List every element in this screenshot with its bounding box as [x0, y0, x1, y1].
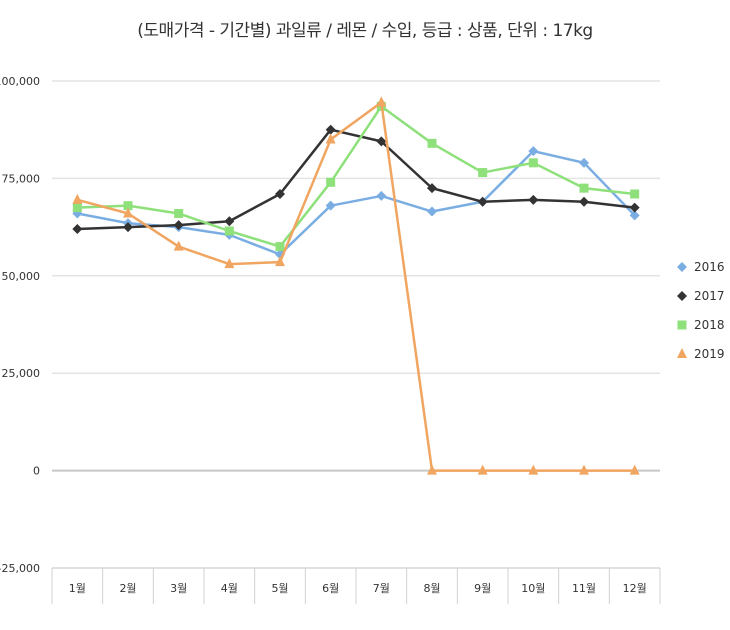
- legend-label: 2016: [694, 260, 725, 274]
- data-point: [629, 210, 640, 221]
- y-tick-label: 75,000: [2, 172, 41, 185]
- legend-label: 2018: [694, 318, 725, 332]
- x-tick-label: 6월: [322, 582, 339, 595]
- legend-item-2018: 2018: [677, 318, 725, 332]
- data-point: [427, 138, 437, 148]
- data-point: [427, 183, 437, 194]
- series-2019: [72, 96, 640, 475]
- x-tick-label: 5월: [271, 582, 288, 595]
- data-point: [224, 226, 234, 236]
- data-point: [478, 168, 488, 178]
- data-point: [275, 249, 285, 260]
- data-point: [528, 464, 539, 475]
- legend-item-2017: 2017: [677, 289, 725, 303]
- data-point: [376, 190, 387, 201]
- x-tick-label: 2월: [119, 582, 136, 595]
- data-point: [326, 177, 336, 187]
- data-point: [325, 133, 336, 144]
- data-point: [677, 291, 687, 301]
- data-point: [376, 136, 387, 147]
- data-point: [677, 320, 687, 330]
- series-2016: [72, 146, 640, 260]
- x-tick-label: 7월: [373, 582, 390, 595]
- x-tick-label: 12월: [623, 582, 647, 595]
- data-point: [579, 464, 589, 475]
- y-tick-label: 100,000: [0, 75, 40, 88]
- y-tick-label: 50,000: [2, 270, 41, 283]
- series-line: [77, 128, 635, 231]
- legend-item-2016: 2016: [677, 260, 725, 274]
- axes: 100,000 75,000 50,000 25,000 0 -25,000 1월 2월 3월 4…: [0, 75, 661, 604]
- y-tick-label: 0: [33, 465, 40, 478]
- data-point: [477, 464, 488, 475]
- data-point: [72, 203, 82, 213]
- data-point: [528, 194, 539, 205]
- x-tick-label: 8월: [423, 582, 440, 595]
- legend-label: 2019: [694, 347, 725, 361]
- chart-title: (도매가격 - 기간별) 과일류 / 레몬 / 수입, 등급 : 상품, 단위 …: [137, 21, 593, 41]
- series-line: [77, 149, 636, 256]
- data-point: [123, 201, 133, 211]
- x-tick-label: 11월: [572, 582, 596, 595]
- data-point: [630, 189, 640, 199]
- legend-item-2019: 2019: [677, 347, 725, 361]
- series-2017: [72, 124, 640, 235]
- data-point: [528, 158, 538, 168]
- data-point: [477, 196, 488, 207]
- data-point: [174, 208, 184, 218]
- data-point: [224, 258, 235, 269]
- data-point: [579, 196, 589, 207]
- y-tick-label: -25,000: [0, 562, 40, 575]
- data-point: [427, 464, 437, 475]
- data-point: [427, 206, 437, 217]
- data-point: [275, 242, 285, 252]
- x-tick-label: 1월: [69, 582, 86, 595]
- data-point: [123, 207, 133, 218]
- data-point: [629, 464, 640, 475]
- data-point: [528, 146, 539, 157]
- x-tick-label: 3월: [170, 582, 187, 595]
- data-point: [173, 240, 184, 251]
- data-point: [123, 222, 133, 233]
- series-line: [77, 105, 635, 248]
- data-point: [173, 220, 184, 231]
- data-point: [677, 262, 687, 272]
- data-point: [579, 183, 589, 193]
- x-tick-label: 9월: [474, 582, 491, 595]
- data-point: [72, 224, 83, 235]
- data-point: [224, 216, 235, 227]
- series-lines: [72, 96, 640, 475]
- y-tick-label: 25,000: [2, 367, 41, 380]
- data-point: [579, 157, 589, 168]
- legend: 2016 2017 2018 2019: [677, 260, 725, 361]
- data-point: [325, 124, 336, 135]
- x-tick-label: 4월: [221, 582, 238, 595]
- data-point: [275, 188, 285, 199]
- data-point: [325, 200, 336, 211]
- data-point: [376, 96, 387, 107]
- series-line: [77, 101, 635, 472]
- data-point: [629, 202, 640, 213]
- series-2018: [72, 101, 640, 252]
- data-point: [677, 348, 687, 358]
- data-point: [275, 256, 285, 267]
- gridlines: [52, 80, 660, 569]
- legend-label: 2017: [694, 289, 725, 303]
- data-point: [72, 193, 83, 204]
- x-tick-label: 10월: [521, 582, 545, 595]
